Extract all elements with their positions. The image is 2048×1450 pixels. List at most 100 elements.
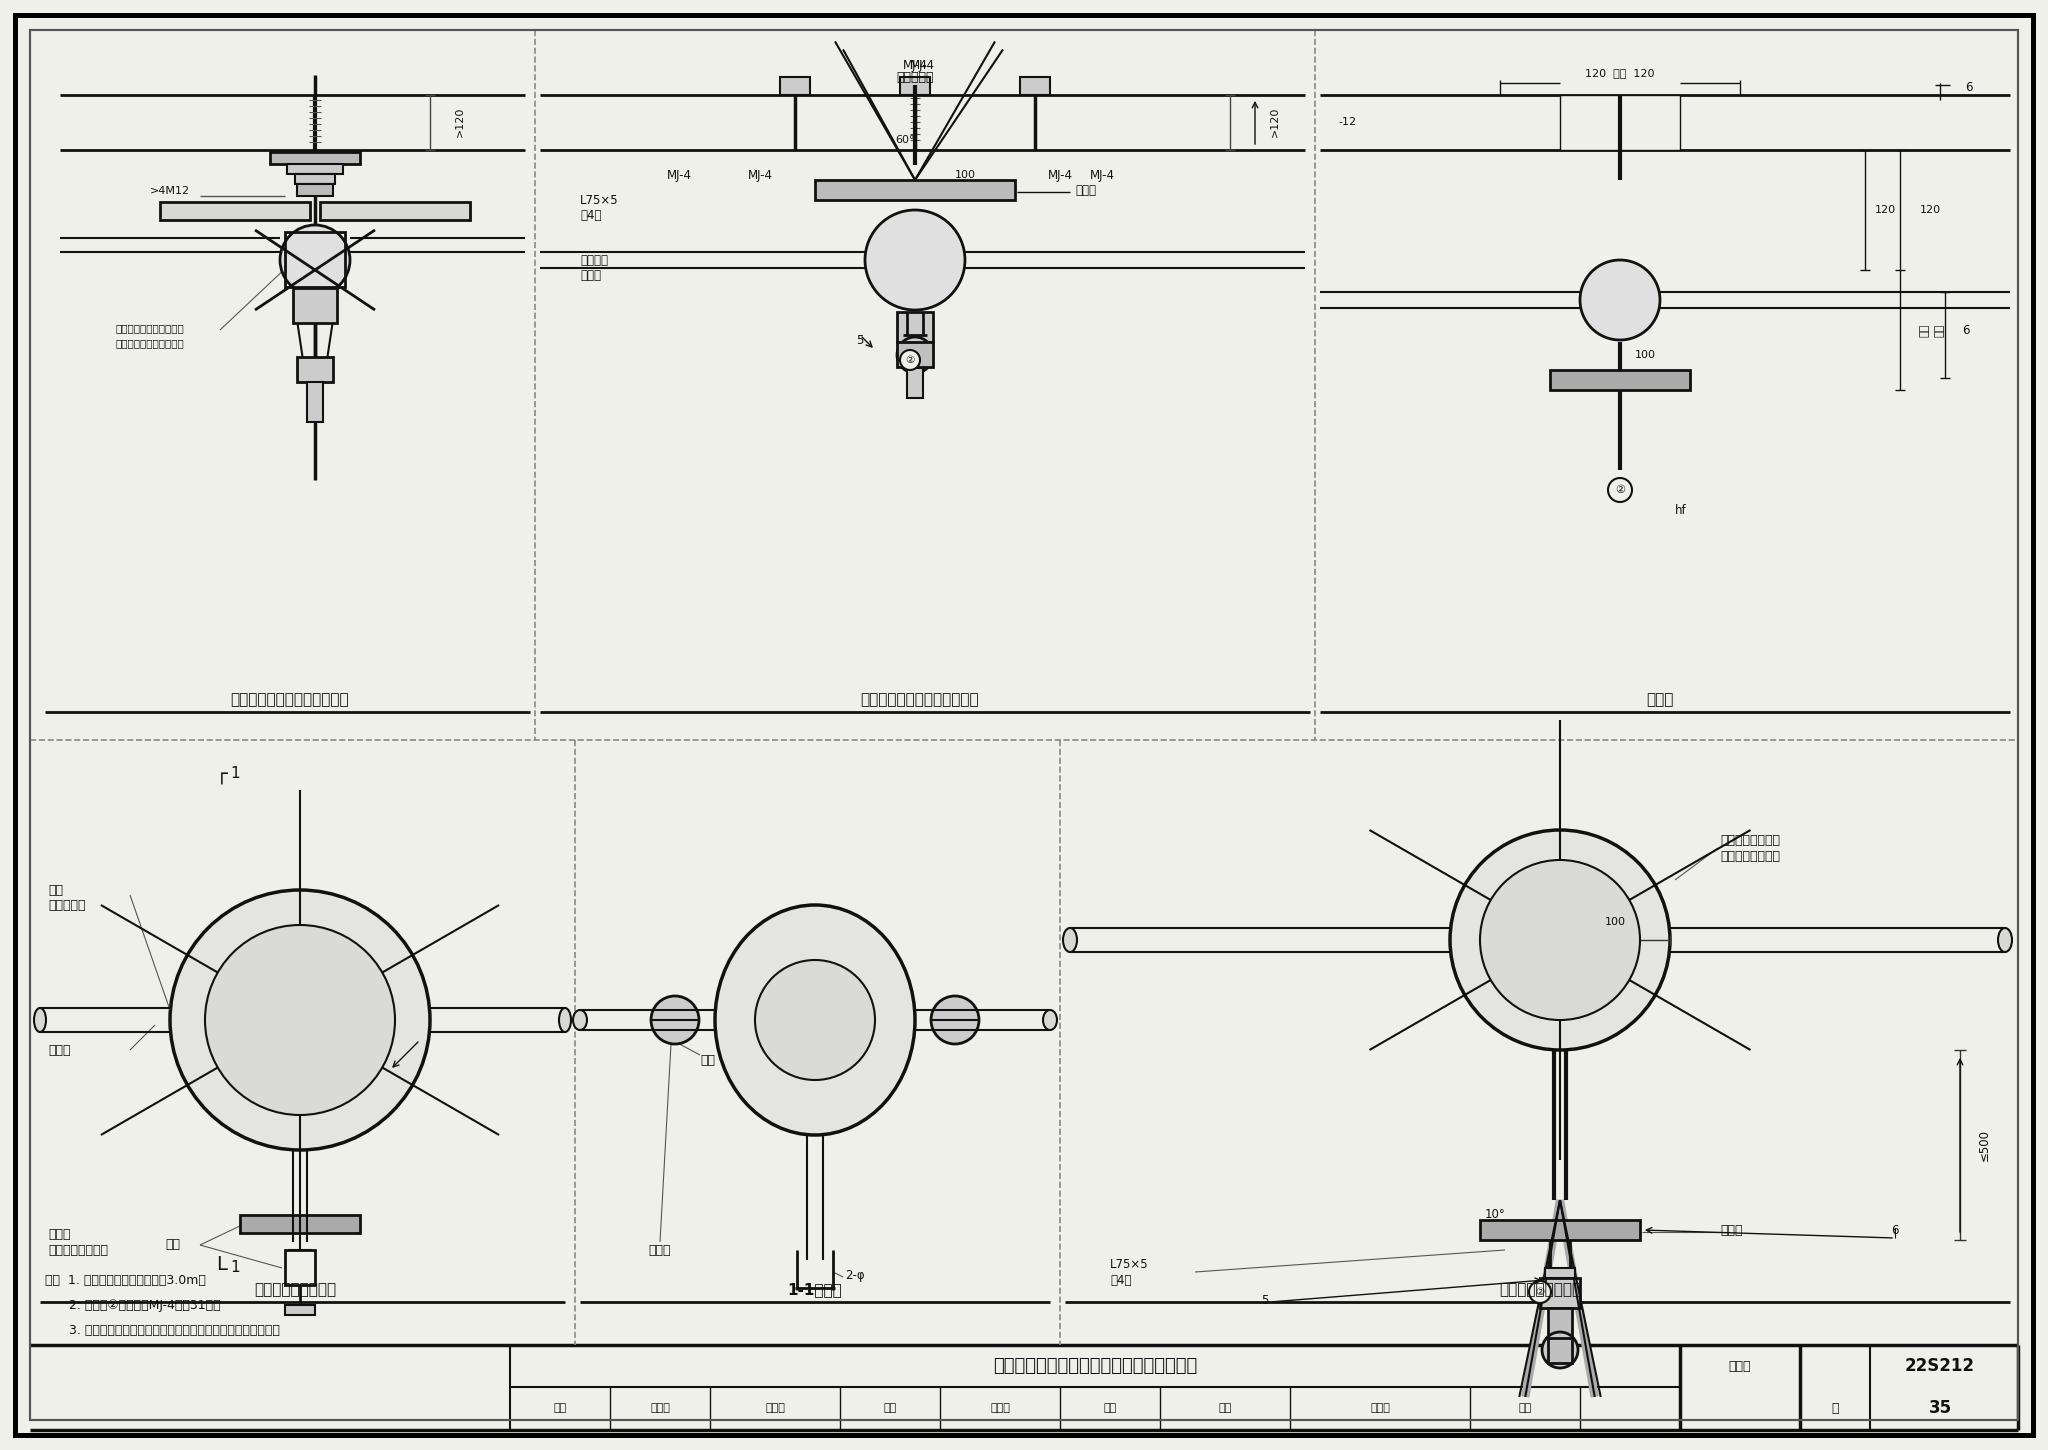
Text: 1-1剖面图: 1-1剖面图 [788, 1282, 842, 1298]
Text: 支托板: 支托板 [47, 1228, 70, 1241]
Bar [780, 77, 811, 96]
Bar [1544, 1267, 1575, 1277]
Text: 5: 5 [856, 334, 864, 347]
Text: L75×5: L75×5 [1110, 1259, 1149, 1272]
Text: 120  洞宽  120: 120 洞宽 120 [1585, 68, 1655, 78]
Bar [907, 368, 924, 397]
Bar [59, 96, 520, 149]
Bar [899, 77, 930, 96]
Text: 管卡: 管卡 [166, 1238, 180, 1251]
Text: 张立成: 张立成 [649, 1404, 670, 1412]
Text: 2-φ: 2-φ [846, 1269, 864, 1282]
Text: 页: 页 [1831, 1402, 1839, 1415]
Bar [295, 174, 336, 184]
Ellipse shape [1042, 1011, 1057, 1030]
Text: 角钢切肢: 角钢切肢 [580, 254, 608, 267]
Text: 6: 6 [1890, 1224, 1898, 1237]
Text: 连接板: 连接板 [1720, 1224, 1743, 1237]
Text: 连接板: 连接板 [1075, 184, 1096, 197]
Text: 键效应的后扩底机械锚栓: 键效应的后扩底机械锚栓 [115, 338, 184, 348]
Bar [1481, 1219, 1640, 1240]
Bar [240, 1215, 360, 1232]
Text: 共4根: 共4根 [580, 209, 602, 222]
Text: ┌: ┌ [217, 766, 227, 784]
Text: 2. 本页中②号构件及MJ-4见第31页。: 2. 本页中②号构件及MJ-4见第31页。 [45, 1299, 221, 1311]
Ellipse shape [35, 1008, 45, 1032]
Circle shape [281, 225, 350, 294]
Text: 3. 网架安装节点应根据单体工程网架情况配合结构专业设计。: 3. 网架安装节点应根据单体工程网架情况配合结构专业设计。 [45, 1324, 281, 1337]
Circle shape [1450, 829, 1669, 1050]
Circle shape [897, 336, 934, 373]
Circle shape [1608, 478, 1632, 502]
Text: 校对: 校对 [883, 1404, 897, 1412]
Text: 审核: 审核 [553, 1404, 567, 1412]
Bar [297, 357, 334, 381]
Bar [285, 232, 344, 287]
Circle shape [1579, 260, 1661, 339]
Text: 6: 6 [1964, 81, 1972, 93]
Text: >4M12: >4M12 [150, 186, 190, 196]
Bar [285, 1305, 315, 1315]
Text: L: L [217, 1256, 227, 1275]
Bar [815, 180, 1016, 200]
Text: 签名: 签名 [1518, 1404, 1532, 1412]
Text: ②: ② [1536, 1288, 1544, 1296]
Bar [287, 164, 342, 174]
Text: 管卡: 管卡 [700, 1054, 715, 1067]
Text: 消防管: 消防管 [47, 1044, 70, 1057]
Text: MJ-4: MJ-4 [748, 168, 772, 181]
Bar [319, 202, 469, 220]
Text: 5: 5 [1262, 1293, 1268, 1306]
Circle shape [205, 925, 395, 1115]
Circle shape [170, 890, 430, 1150]
Ellipse shape [1063, 928, 1077, 953]
Text: 注：  1. 管道支架的间距不应大于3.0m。: 注： 1. 管道支架的间距不应大于3.0m。 [45, 1273, 207, 1286]
Ellipse shape [715, 905, 915, 1135]
Bar [1550, 370, 1690, 390]
Bar [1321, 96, 1911, 149]
Text: 22S212: 22S212 [1905, 1357, 1974, 1375]
Text: 见具体设计: 见具体设计 [47, 899, 86, 912]
Circle shape [899, 349, 920, 370]
Text: 并弯折: 并弯折 [580, 268, 600, 281]
Bar [270, 152, 360, 164]
Bar [897, 312, 934, 342]
Text: MJ-4: MJ-4 [1047, 168, 1073, 181]
Text: 姚大鹏: 姚大鹏 [1370, 1404, 1391, 1412]
Text: 120: 120 [1874, 204, 1896, 215]
Text: 10°: 10° [1485, 1208, 1505, 1221]
Text: 申方宇: 申方宇 [989, 1404, 1010, 1412]
Text: >120: >120 [455, 107, 465, 138]
Circle shape [1481, 860, 1640, 1019]
Text: 双玉成: 双玉成 [766, 1404, 784, 1412]
Bar [1540, 1277, 1579, 1308]
Text: 120: 120 [1921, 204, 1942, 215]
Text: 钢筋混凝土板下安装图（二）: 钢筋混凝土板下安装图（二） [860, 693, 979, 708]
Text: ≤500: ≤500 [1978, 1130, 1991, 1161]
Circle shape [932, 996, 979, 1044]
Text: 6: 6 [1962, 323, 1970, 336]
Text: 图集号: 图集号 [1729, 1360, 1751, 1373]
Text: 100: 100 [1604, 916, 1626, 927]
Text: MJ-4: MJ-4 [666, 168, 692, 181]
Text: 洞高: 洞高 [1935, 323, 1946, 336]
Text: MJ-4: MJ-4 [903, 58, 928, 71]
Text: 洞高: 洞高 [1921, 323, 1929, 336]
Circle shape [864, 210, 965, 310]
Bar [1561, 96, 1679, 149]
Text: 钢筋混凝土板下安装图（一）: 钢筋混凝土板下安装图（一） [231, 693, 350, 708]
Text: 1: 1 [229, 766, 240, 780]
Bar [160, 202, 309, 220]
Text: 共4根: 共4根 [1110, 1273, 1130, 1286]
Bar [897, 342, 934, 367]
Text: 支托及支托加劲肋: 支托及支托加劲肋 [1720, 834, 1780, 847]
Text: 配合网架具体设计: 配合网架具体设计 [1720, 850, 1780, 863]
Text: -12: -12 [1339, 117, 1358, 128]
Ellipse shape [573, 1011, 588, 1030]
Text: 设计: 设计 [1219, 1404, 1231, 1412]
Text: 消防管: 消防管 [649, 1244, 672, 1257]
Text: 网架球安装图（一）: 网架球安装图（一） [254, 1282, 336, 1298]
Circle shape [756, 960, 874, 1080]
Text: MJ-4: MJ-4 [909, 58, 934, 71]
Text: 混凝土楼板: 混凝土楼板 [897, 71, 934, 84]
